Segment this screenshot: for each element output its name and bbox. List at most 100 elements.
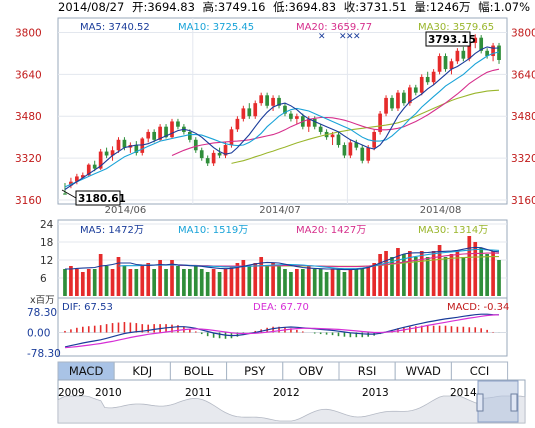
volume-bar [205, 272, 210, 296]
volume-bar [300, 269, 305, 296]
tab-cci[interactable]: CCI [450, 361, 509, 381]
candle-body [170, 121, 174, 138]
volume-bar [253, 263, 258, 296]
price-y-tick-right: 3640 [511, 69, 535, 81]
candle-body [437, 56, 442, 72]
volume-bar [461, 257, 466, 296]
candle-body [467, 42, 472, 59]
svg-text:✕: ✕ [353, 32, 361, 42]
candle-body [372, 131, 377, 148]
candle-body [366, 147, 371, 161]
tab-label[interactable]: CCI [470, 364, 489, 378]
candle-body [98, 151, 103, 169]
tab-label[interactable]: OBV [299, 364, 324, 378]
volume-bar [324, 272, 329, 296]
volume-bar [479, 248, 484, 296]
candle-body [223, 145, 228, 156]
volume-bar [193, 266, 198, 296]
volume-bar [152, 269, 157, 296]
candle-body [164, 126, 168, 138]
volume-grid [58, 223, 507, 279]
candle-body [187, 131, 192, 140]
dif-label: DIF: 67.53 [62, 302, 113, 313]
candle-body [443, 56, 448, 70]
volume-y-tick: 18 [40, 237, 53, 249]
tab-psy[interactable]: PSY [226, 361, 284, 381]
volume-bar [223, 269, 228, 296]
volume-bar [425, 257, 430, 296]
tab-macd[interactable]: MACD [57, 361, 115, 381]
price-ma-legend-item: MA20: 3659.77 [296, 22, 372, 33]
ma20-line [171, 68, 500, 157]
overview-right-handle[interactable] [510, 393, 518, 412]
volume-bar [354, 269, 359, 296]
volume-bar [473, 242, 478, 296]
tab-label[interactable]: BOLL [184, 364, 214, 378]
candle-body [241, 108, 246, 119]
volume-bar [140, 266, 145, 296]
volume-bar [318, 269, 323, 296]
tab-label[interactable]: KDJ [132, 364, 152, 378]
candle-body [407, 87, 412, 104]
candle-body [318, 126, 323, 132]
volume-bar [104, 266, 109, 296]
tab-kdj[interactable]: KDJ [113, 361, 171, 381]
price-y-tick-right: 3320 [511, 153, 535, 165]
volume-y-tick: 24 [40, 219, 54, 231]
volume-bar [235, 263, 240, 296]
volume-bar [443, 257, 448, 296]
dea-label: DEA: 67.70 [253, 302, 309, 313]
volume-bar [110, 269, 115, 296]
volume-bar [467, 236, 472, 296]
candle-body [229, 129, 234, 146]
volume-bar [372, 263, 377, 296]
volume-y-tick: 6 [40, 273, 47, 285]
volume-bar [98, 254, 103, 296]
candle-body [271, 97, 275, 106]
candle-body [253, 103, 258, 117]
candle-body [306, 118, 311, 127]
candle-body [312, 118, 317, 127]
candle-body [211, 152, 216, 164]
dea-line [64, 314, 500, 349]
volume-bar [312, 269, 317, 296]
tab-obv[interactable]: OBV [282, 361, 340, 381]
indicator-tabs[interactable]: MACD KDJ BOLL PSY OBV RSI WVAD CCI [57, 361, 509, 381]
candle-body [295, 116, 299, 119]
price-y-tick-right: 3800 [511, 27, 535, 39]
candle-body [455, 50, 460, 62]
tab-wvad[interactable]: WVAD [394, 361, 452, 381]
volume-bar [277, 266, 281, 296]
volume-bar [289, 272, 293, 296]
candle-body [384, 97, 388, 114]
candle-body [342, 145, 347, 156]
volume-bar [295, 269, 299, 296]
min-price-label: 3180.61 [78, 193, 126, 205]
overview-left-handle[interactable] [476, 393, 484, 412]
volume-bar [306, 266, 311, 296]
macd-y-tick: -78.30 [27, 348, 61, 360]
volume-unit-label: x百万 [30, 295, 55, 306]
tab-label[interactable]: WVAD [406, 364, 441, 378]
volume-ma-legend-item: MA30: 1314万 [418, 225, 488, 236]
overview-year: 2014 [450, 387, 477, 399]
tab-label[interactable]: RSI [358, 364, 377, 378]
volume-ma-legend-item: MA10: 1519万 [178, 225, 248, 236]
svg-text:✕: ✕ [346, 32, 354, 42]
tab-rsi[interactable]: RSI [338, 361, 396, 381]
volume-ma-legend: MA5: 1472万 MA10: 1519万 MA20: 1427万 MA30: 13… [80, 225, 488, 236]
volume-bar [348, 269, 353, 296]
volume-bar [86, 269, 91, 296]
candle-body [152, 131, 157, 140]
volume-bar [116, 257, 121, 296]
price-y-tick-left: 3160 [15, 195, 42, 207]
tab-label[interactable]: MACD [69, 364, 104, 378]
volume-bar [265, 266, 269, 296]
overview-navigator[interactable]: 2009 2010 2011 2012 2013 2014 [57, 379, 526, 424]
volume-bar [283, 269, 287, 296]
volume-bar [431, 251, 436, 296]
candle-body [396, 92, 400, 109]
volume-bar [247, 266, 252, 296]
tab-boll[interactable]: BOLL [169, 361, 228, 381]
tab-label[interactable]: PSY [244, 364, 266, 378]
